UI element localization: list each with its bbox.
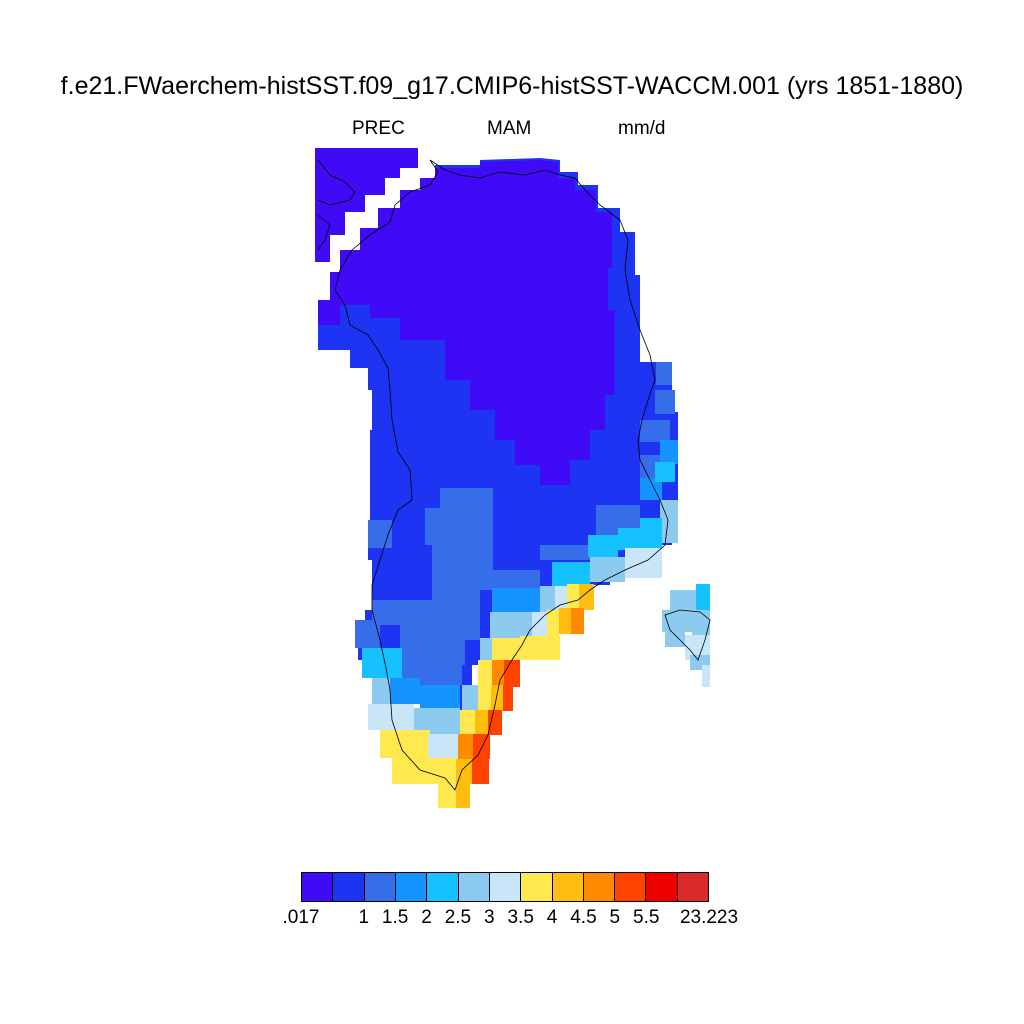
units-label: mm/d: [618, 118, 666, 139]
map-field-southeast-coast: [455, 584, 594, 808]
colorbar-tick-label: 2: [421, 907, 432, 928]
map-field-iceland: [662, 584, 710, 687]
colorbar-box: [552, 873, 584, 901]
colorbar-tick-label: 3: [484, 907, 495, 928]
colorbar-box: [615, 873, 647, 901]
colorbar-tick-label: 1: [358, 907, 370, 928]
colorbar-tick-label: 3.5: [507, 907, 534, 928]
map-field-dry-interior: [318, 160, 615, 485]
colorbar: [301, 872, 709, 902]
colorbar-tick-label: 2.5: [444, 907, 472, 928]
colorbar-box: [521, 873, 553, 901]
colorbar-box: [333, 873, 365, 901]
season-label: MAM: [487, 118, 532, 139]
colorbar-tick-label: 4.5: [570, 907, 597, 928]
colorbar-tick-label: 1.5: [381, 907, 409, 928]
colorbar-box: [364, 873, 396, 901]
colorbar-box: [489, 873, 522, 901]
colorbar-tick-label: 4: [546, 907, 558, 928]
map-field-south-tip: [362, 648, 462, 808]
colorbar-box: [458, 873, 490, 901]
colorbar-tick-label: 5.5: [633, 907, 660, 928]
colorbar-box: [583, 873, 616, 901]
colorbar-box: [302, 873, 334, 901]
colorbar-box: [677, 873, 709, 901]
colorbar-box: [427, 873, 459, 901]
coastline: [317, 159, 711, 791]
map-field-nw-patch: [315, 148, 418, 262]
plot-title: f.e21.FWaerchem-histSST.f09_g17.CMIP6-hi…: [60, 72, 964, 100]
map-field-east-coast: [552, 362, 678, 586]
colorbar-box: [646, 873, 678, 901]
colorbar-box: [395, 873, 428, 901]
colorbar-tick-label: .017: [282, 907, 320, 928]
colorbar-tick-label: 5: [609, 907, 621, 928]
variable-label: PREC: [352, 118, 405, 139]
colorbar-tick-label: 23.223: [679, 907, 739, 928]
